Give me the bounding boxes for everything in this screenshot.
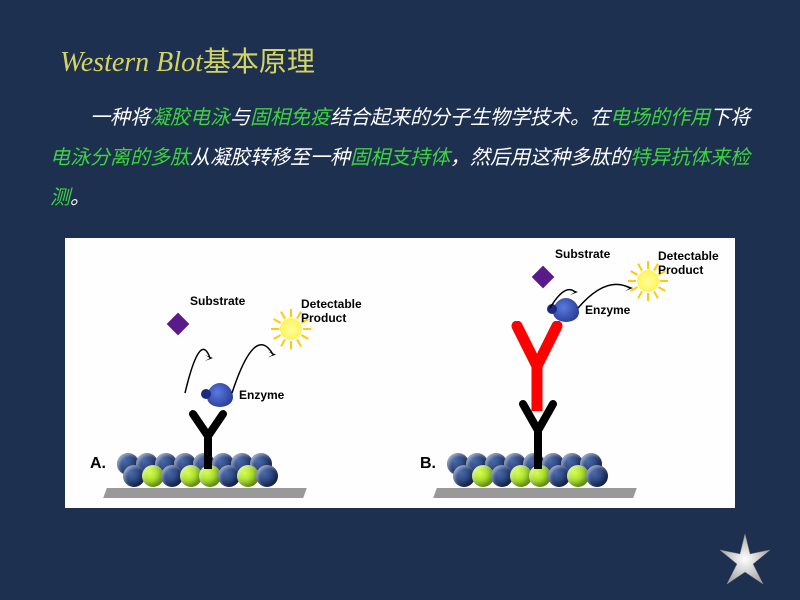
- body-text-run: 一种将: [90, 107, 150, 129]
- slide-title: Western Blot基本原理: [60, 40, 750, 80]
- body-text-run: 与: [230, 107, 250, 129]
- slide-container: Western Blot基本原理 一种将凝胶电泳与固相免疫结合起来的分子生物学技…: [0, 0, 800, 528]
- body-text-run: 下将: [710, 107, 750, 129]
- body-text-run: 从凝胶转移至一种: [190, 147, 350, 169]
- primary-antibody-icon: [183, 409, 233, 469]
- reaction-arrow-icon: [180, 328, 220, 398]
- bead-icon: [256, 465, 278, 487]
- highlighted-term: 固相免疫: [250, 107, 330, 129]
- body-text-run: 结合起来的分子生物学技术。在: [330, 107, 610, 129]
- diagram-panel-b: EnzymeSubstrateDetectable ProductB.: [405, 243, 735, 503]
- diagram-panel-a: EnzymeSubstrateDetectable ProductA.: [75, 243, 405, 503]
- body-text-run: 。: [70, 187, 90, 209]
- reaction-arrow-icon: [573, 273, 640, 313]
- substrate-label: Substrate: [190, 294, 245, 308]
- highlighted-term: 凝胶电泳: [150, 107, 230, 129]
- body-paragraph: 一种将凝胶电泳与固相免疫结合起来的分子生物学技术。在电场的作用下将电泳分离的多肽…: [50, 98, 750, 218]
- panel-label: B.: [420, 455, 436, 473]
- title-english: Western Blot: [60, 47, 203, 78]
- product-label: Detectable Product: [301, 297, 362, 325]
- panel-label: A.: [90, 455, 106, 473]
- title-chinese: 基本原理: [203, 47, 315, 78]
- membrane-tray: [103, 488, 307, 498]
- reaction-arrow-icon: [227, 321, 283, 398]
- bead-icon: [586, 465, 608, 487]
- body-text-run: ，然后用这种多肽的: [450, 147, 630, 169]
- product-label: Detectable Product: [658, 249, 719, 277]
- highlighted-term: 电泳分离的多肽: [50, 147, 190, 169]
- star-decoration-icon: [715, 532, 775, 592]
- highlighted-term: 固相支持体: [350, 147, 450, 169]
- substrate-label: Substrate: [555, 247, 610, 261]
- diagram-figure: EnzymeSubstrateDetectable ProductA.Enzym…: [65, 238, 735, 508]
- secondary-antibody-icon: [507, 321, 567, 411]
- highlighted-term: 电场的作用: [610, 107, 710, 129]
- membrane-tray: [433, 488, 637, 498]
